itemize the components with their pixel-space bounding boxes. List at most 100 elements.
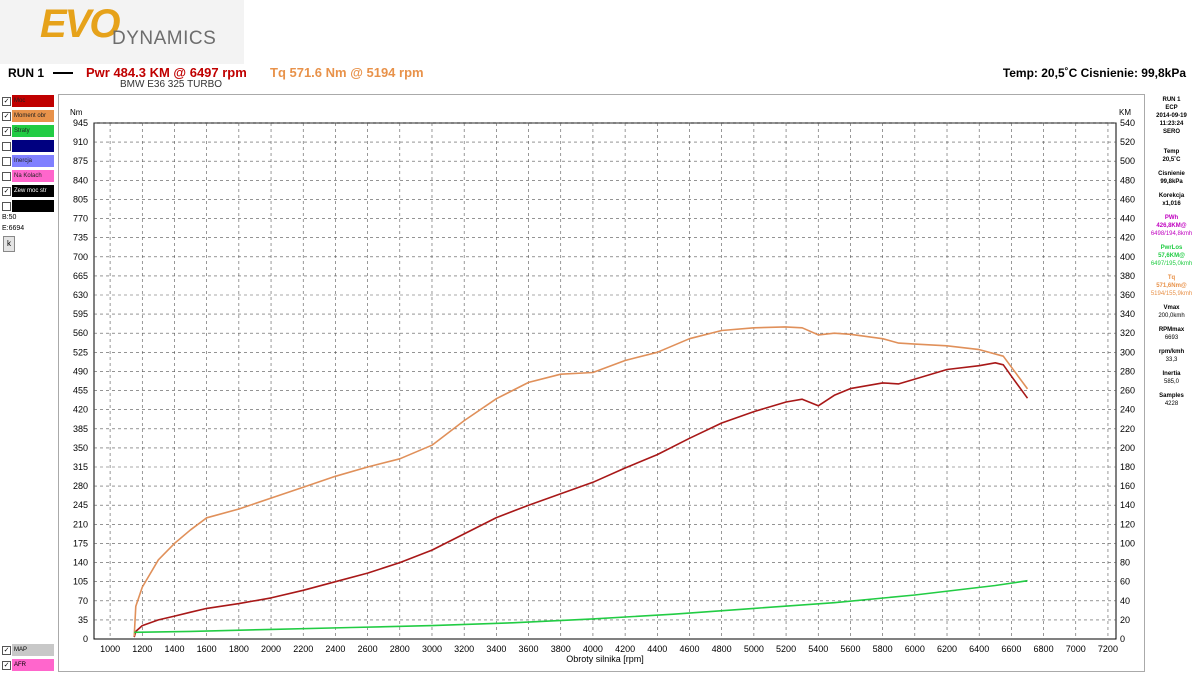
x-tick-label: 1800 [229, 644, 249, 654]
y-right-tick-label: 140 [1120, 500, 1135, 510]
info-inertia-value: 585,0 [1163, 379, 1179, 385]
legend-item[interactable]: ✓ Moment obr [2, 110, 54, 123]
legend-label: Zew moc str [12, 185, 54, 197]
info-pwrlos-value2: 6497/195,0kmh [1150, 261, 1193, 267]
info-inertia-label: Inertia [1162, 371, 1181, 377]
x-tick-label: 1600 [197, 644, 217, 654]
info-corr-value: x1,016 [1162, 201, 1181, 207]
info-pwrlos-value1: 57,6KM@ [1158, 253, 1185, 259]
info-ecp: ECP [1165, 105, 1178, 111]
info-time: 11:23:24 [1159, 121, 1184, 127]
y-right-tick-label: 540 [1120, 118, 1135, 128]
y-right-tick-label: 240 [1120, 405, 1135, 415]
legend-item[interactable]: ✓ Zew moc str [2, 185, 54, 198]
x-tick-label: 4400 [647, 644, 667, 654]
y-left-tick-label: 525 [73, 347, 88, 357]
x-tick-label: 1000 [100, 644, 120, 654]
legend-label [12, 140, 54, 152]
x-tick-label: 5800 [873, 644, 893, 654]
y-left-tick-label: 945 [73, 118, 88, 128]
info-tq-label: Tq [1167, 275, 1176, 281]
legend-item[interactable]: Inercja [2, 155, 54, 168]
legend-checkbox[interactable] [2, 157, 11, 166]
plot-area [93, 122, 1117, 640]
y-right-tick-label: 320 [1120, 328, 1135, 338]
x-axis-label: Obroty silnika [rpm] [566, 654, 644, 664]
map-checkbox[interactable]: ✓ [2, 646, 11, 655]
y-left-tick-label: 315 [73, 462, 88, 472]
y-right-tick-label: 460 [1120, 194, 1135, 204]
legend-label [12, 200, 54, 212]
x-tick-label: 6800 [1034, 644, 1054, 654]
y-left-tick-label: 700 [73, 252, 88, 262]
afr-checkbox[interactable]: ✓ [2, 661, 11, 670]
y-right-tick-label: 80 [1120, 558, 1130, 568]
environment-summary: Temp: 20,5˚C Cisnienie: 99,8kPa [1002, 66, 1186, 80]
info-pwh-value1: 426,8KM@ [1156, 223, 1187, 229]
x-tick-label: 1200 [132, 644, 152, 654]
y-left-tick-label: 560 [73, 328, 88, 338]
y-left-tick-label: 175 [73, 538, 88, 548]
info-press-value: 99,8kPa [1160, 179, 1183, 185]
info-corr-label: Korekcja [1158, 193, 1185, 199]
legend-checkbox[interactable] [2, 142, 11, 151]
y-right-axis-label: KM [1119, 108, 1131, 117]
afr-toggle[interactable]: ✓ AFR [2, 659, 54, 671]
legend-checkbox[interactable]: ✓ [2, 112, 11, 121]
legend-checkbox[interactable]: ✓ [2, 127, 11, 136]
legend-checkbox[interactable] [2, 172, 11, 181]
y-left-tick-label: 245 [73, 500, 88, 510]
series-line-moment-obr [133, 326, 1029, 637]
info-date: 2014-09-19 [1156, 113, 1187, 119]
legend-label: Moment obr [12, 110, 54, 122]
legend-item[interactable]: ✓ Moc [2, 95, 54, 108]
series-line-straty [134, 579, 1028, 634]
info-pwh-value2: 6498/194,8kmh [1150, 231, 1193, 237]
legend-label: Na Kolach [12, 170, 54, 182]
x-tick-label: 4800 [712, 644, 732, 654]
y-left-tick-label: 910 [73, 137, 88, 147]
y-left-tick-label: 35 [78, 615, 88, 625]
legend-label: Inercja [12, 155, 54, 167]
legend-checkbox[interactable] [2, 202, 11, 211]
x-tick-label: 2600 [358, 644, 378, 654]
info-samples-label: Samples [1159, 393, 1184, 399]
b-value: B:50 [2, 214, 17, 221]
x-tick-label: 3400 [486, 644, 506, 654]
legend-item[interactable] [2, 200, 54, 213]
y-left-axis-label: Nm [70, 108, 83, 117]
y-right-tick-label: 220 [1120, 424, 1135, 434]
y-left-tick-label: 630 [73, 290, 88, 300]
y-left-tick-label: 455 [73, 386, 88, 396]
logo-secondary: DYNAMICS [112, 28, 217, 49]
y-right-tick-label: 360 [1120, 290, 1135, 300]
y-right-tick-label: 120 [1120, 519, 1135, 529]
y-right-tick-label: 400 [1120, 252, 1135, 262]
map-toggle[interactable]: ✓ MAP [2, 644, 54, 656]
k-button[interactable]: k [3, 236, 15, 252]
x-tick-label: 5000 [744, 644, 764, 654]
legend-item[interactable]: ✓ Straty [2, 125, 54, 138]
x-tick-label: 7200 [1098, 644, 1118, 654]
legend-label: Moc [12, 95, 54, 107]
y-left-tick-label: 210 [73, 519, 88, 529]
legend-checkbox[interactable]: ✓ [2, 97, 11, 106]
x-tick-label: 4600 [679, 644, 699, 654]
y-left-tick-label: 595 [73, 309, 88, 319]
x-tick-label: 5400 [808, 644, 828, 654]
y-left-tick-label: 140 [73, 558, 88, 568]
y-left-tick-label: 280 [73, 481, 88, 491]
legend-checkbox[interactable]: ✓ [2, 187, 11, 196]
y-left-tick-label: 420 [73, 405, 88, 415]
y-left-tick-label: 735 [73, 233, 88, 243]
legend-item[interactable]: Na Kolach [2, 170, 54, 183]
info-tq-value2: 5194/155,9kmh [1150, 291, 1193, 297]
y-right-tick-label: 380 [1120, 271, 1135, 281]
y-left-tick-label: 350 [73, 443, 88, 453]
info-rpmkmh-label: rpm/kmh [1158, 349, 1185, 355]
legend-item[interactable] [2, 140, 54, 153]
info-temp-value: 20,5˚C [1162, 157, 1181, 163]
y-right-tick-label: 520 [1120, 137, 1135, 147]
y-left-tick-label: 490 [73, 366, 88, 376]
y-right-tick-label: 480 [1120, 175, 1135, 185]
